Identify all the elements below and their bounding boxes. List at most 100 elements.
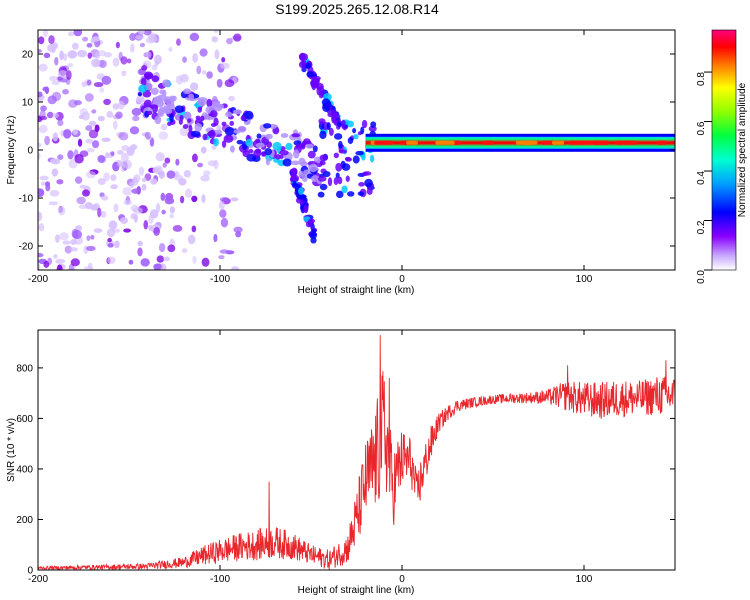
noise-blob <box>43 261 50 268</box>
noise-blob <box>200 174 210 182</box>
noise-blob <box>101 195 109 201</box>
noise-blob <box>67 150 74 160</box>
streak-blob <box>341 185 348 194</box>
streak-blob <box>244 110 254 120</box>
noise-blob <box>85 138 94 144</box>
noise-blob <box>161 209 166 215</box>
signal-hot-segment <box>541 140 555 145</box>
streak-blob <box>337 121 342 128</box>
noise-blob <box>131 107 142 117</box>
streak-blob <box>306 71 315 78</box>
noise-blob <box>66 70 72 80</box>
noise-blob <box>183 169 191 178</box>
streak-blob <box>137 92 143 97</box>
noise-blob <box>91 140 100 149</box>
streak-blob <box>154 115 162 125</box>
noise-blob <box>110 184 118 190</box>
noise-blob <box>64 245 73 254</box>
spectrogram-xlabel: Height of straight line (km) <box>298 285 415 296</box>
noise-blob <box>230 197 239 202</box>
noise-blob <box>226 38 233 45</box>
noise-blob <box>39 115 48 121</box>
noise-blob <box>38 124 48 134</box>
signal-hot-segment <box>483 140 493 145</box>
streak-blob <box>184 111 192 121</box>
noise-blob <box>189 82 199 91</box>
streak-blob <box>305 143 314 149</box>
noise-blob <box>182 56 187 63</box>
noise-blob <box>71 228 79 239</box>
noise-blob <box>164 197 175 205</box>
streak-blob <box>298 157 306 166</box>
noise-blob <box>172 225 183 232</box>
streak-blob <box>150 87 159 95</box>
streak-blob <box>236 139 244 145</box>
noise-blob <box>91 58 101 68</box>
noise-blob <box>211 145 217 150</box>
noise-blob <box>38 48 42 53</box>
noise-blob <box>38 211 43 222</box>
x-tick-label: 100 <box>576 274 593 285</box>
noise-blob <box>44 181 51 187</box>
streak-blob <box>264 148 273 156</box>
streak-blob <box>311 228 317 234</box>
noise-blob <box>164 157 171 164</box>
streak-blob <box>326 122 331 131</box>
noise-blob <box>179 195 185 204</box>
noise-blob <box>48 35 55 45</box>
noise-blob <box>132 115 140 122</box>
streak-blob <box>153 96 163 105</box>
noise-blob <box>70 238 77 246</box>
noise-blob <box>40 181 46 187</box>
noise-blob <box>85 245 96 252</box>
noise-blob <box>117 100 125 110</box>
noise-blob <box>132 207 143 214</box>
noise-blob <box>218 200 225 210</box>
noise-blob <box>62 240 71 245</box>
noise-blob <box>67 31 75 37</box>
noise-blob <box>53 254 58 259</box>
streak-blob <box>353 134 359 140</box>
streak-blob <box>303 204 309 213</box>
streak-blob <box>337 176 343 185</box>
streak-blob <box>318 118 326 125</box>
noise-blob <box>216 78 223 88</box>
streak-blob <box>345 175 350 182</box>
noise-blob <box>46 111 54 119</box>
noise-blob <box>100 210 107 218</box>
noise-blob <box>197 162 203 168</box>
noise-blob <box>141 183 147 191</box>
streak-blob <box>182 124 189 129</box>
noise-blob <box>220 217 229 228</box>
noise-blob <box>213 30 219 33</box>
noise-blob <box>38 142 42 148</box>
noise-blob <box>150 178 158 185</box>
noise-blob <box>93 228 103 233</box>
streak-blob <box>327 112 334 118</box>
streak-blob <box>216 103 225 109</box>
noise-blob <box>86 42 93 48</box>
streak-blob <box>341 119 346 129</box>
noise-blob <box>90 234 95 240</box>
streak-blob <box>335 172 340 179</box>
noise-blob <box>141 65 148 71</box>
noise-blob <box>97 178 106 186</box>
noise-blob <box>113 203 119 213</box>
streak-blob <box>183 88 192 95</box>
noise-blob <box>160 123 168 131</box>
snr-ylabel: SNR (10 * v/v) <box>6 418 17 482</box>
noise-blob <box>218 255 225 260</box>
noise-blob <box>57 70 68 78</box>
noise-blob <box>47 44 56 52</box>
x-tick-label: -100 <box>210 574 230 585</box>
snr-series-line <box>38 335 675 570</box>
noise-blob <box>106 228 116 238</box>
noise-blob <box>184 188 193 199</box>
noise-blob <box>70 258 80 267</box>
streak-blob <box>369 154 375 163</box>
noise-blob <box>144 131 151 140</box>
streak-blob <box>335 162 343 172</box>
streak-blob <box>213 117 219 126</box>
noise-blob <box>88 129 99 139</box>
noise-blob <box>181 248 188 253</box>
